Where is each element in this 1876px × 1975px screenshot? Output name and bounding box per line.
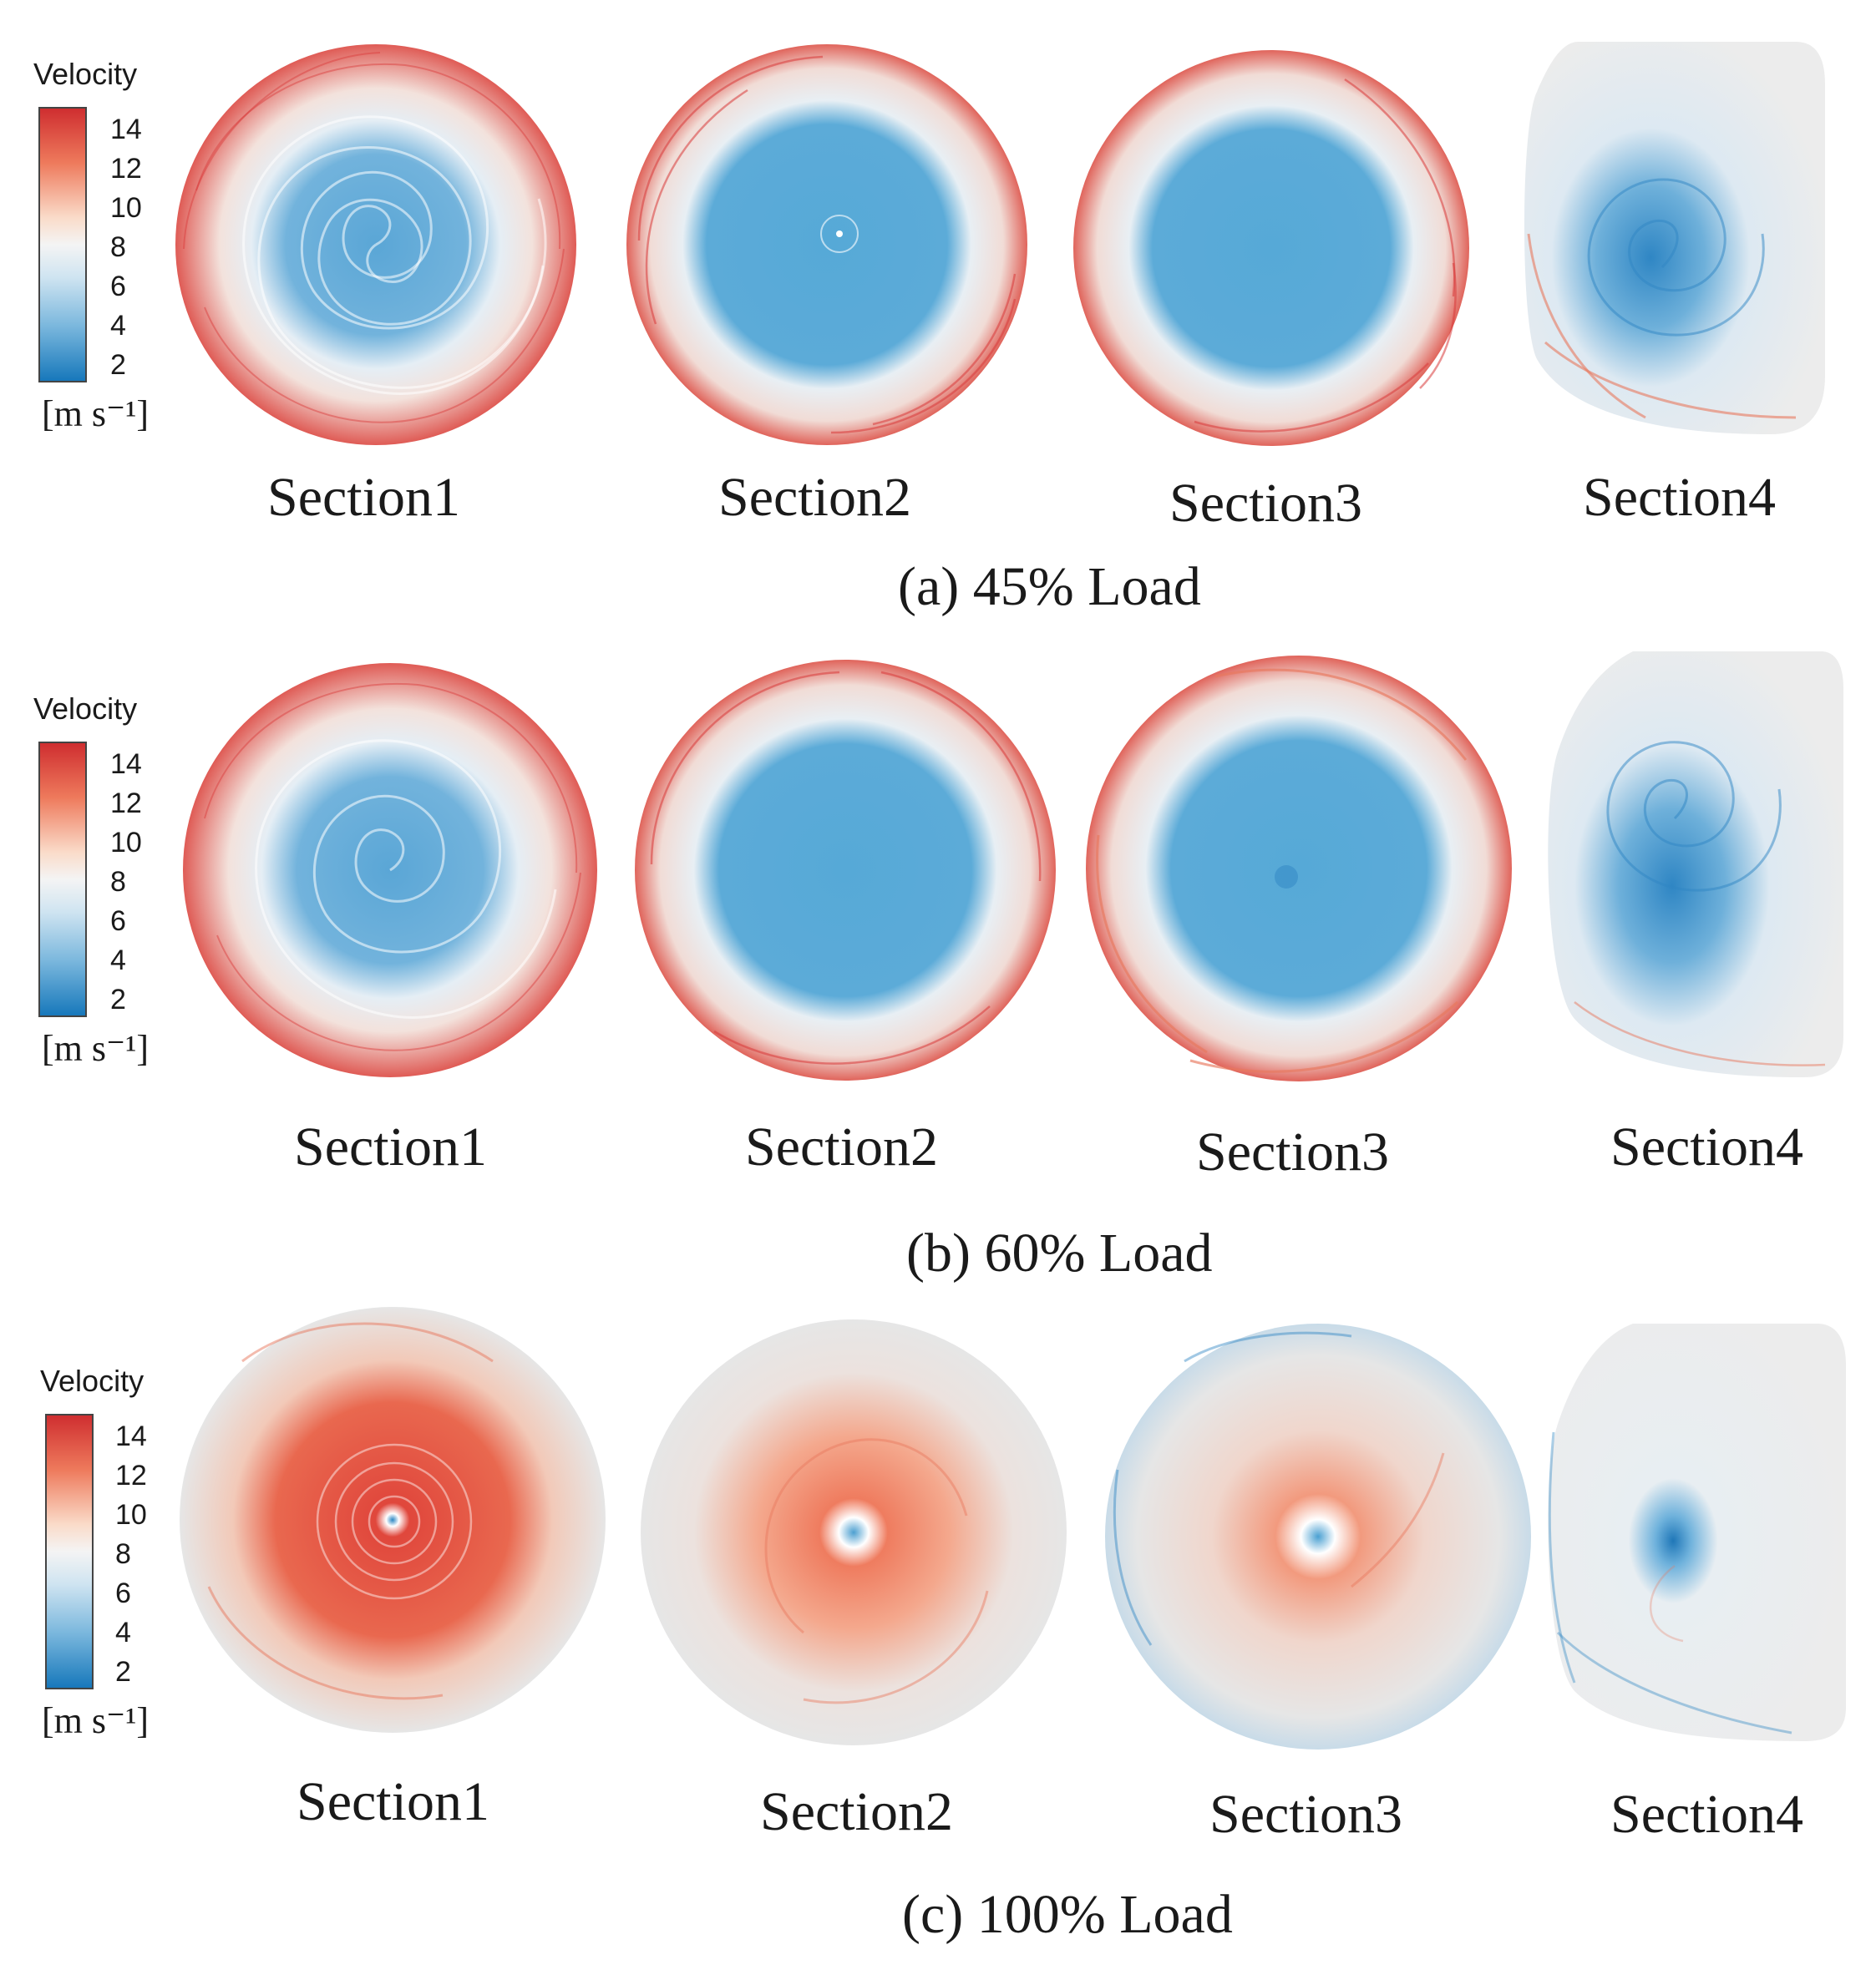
section-label: Section4 — [1610, 1784, 1803, 1845]
panel-c: Velocity 14 12 10 8 6 4 2 [m s⁻¹] Sectio… — [0, 1303, 1876, 1954]
section-label: Section2 — [745, 1117, 938, 1177]
section-label: Section2 — [760, 1781, 953, 1842]
colorbar-scale — [45, 1414, 94, 1689]
section2-streamlines — [626, 44, 1027, 445]
colorbar-tick: 6 — [110, 905, 126, 937]
colorbar-legend: Velocity 14 12 10 8 6 4 2 [m s⁻¹] — [0, 0, 184, 434]
section-label: Section3 — [1209, 1784, 1402, 1845]
section4-streamlines — [1524, 42, 1825, 434]
colorbar-tick: 10 — [110, 827, 142, 858]
section-label: Section1 — [297, 1771, 489, 1832]
colorbar-tick: 8 — [115, 1538, 131, 1570]
colorbar-legend: Velocity 14 12 10 8 6 4 2 [m s⁻¹] — [0, 635, 184, 1069]
colorbar-tick: 6 — [115, 1577, 131, 1609]
colorbar-tick: 2 — [110, 984, 126, 1015]
section4-streamlines — [1548, 651, 1843, 1077]
colorbar-title: Velocity — [33, 57, 138, 91]
panel-a: Velocity 14 12 10 8 6 4 2 [m s⁻¹] Sectio… — [0, 0, 1876, 651]
section1-streamlines — [183, 663, 597, 1077]
section3-streamlines — [1086, 656, 1512, 1081]
section4-streamlines — [1548, 1324, 1846, 1741]
section2-streamlines — [641, 1319, 1067, 1745]
colorbar-tick: 2 — [115, 1656, 131, 1688]
colorbar-unit: [m s⁻¹] — [42, 393, 150, 434]
colorbar-tick: 6 — [110, 271, 126, 302]
colorbar-scale — [38, 742, 87, 1017]
section3-streamlines — [1073, 50, 1469, 446]
colorbar-tick: 4 — [110, 310, 126, 342]
section-label: Section2 — [718, 467, 911, 528]
panel-b: Velocity 14 12 10 8 6 4 2 [m s⁻¹] Sectio… — [0, 651, 1876, 1303]
colorbar-legend: Velocity 14 12 10 8 6 4 2 [m s⁻¹] — [0, 1307, 184, 1741]
section1-streamlines — [175, 44, 576, 445]
section-label: Section1 — [294, 1117, 487, 1177]
colorbar-tick: 12 — [115, 1460, 147, 1491]
panel-caption: (a) 45% Load — [898, 556, 1201, 617]
colorbar-tick: 10 — [110, 192, 142, 224]
colorbar-tick: 14 — [115, 1420, 147, 1452]
colorbar-title: Velocity — [40, 1364, 145, 1398]
colorbar-tick: 8 — [110, 231, 126, 263]
colorbar-tick: 14 — [110, 748, 142, 780]
panel-caption: (c) 100% Load — [902, 1884, 1233, 1945]
section-label: Section4 — [1583, 467, 1776, 528]
section2-streamlines — [635, 660, 1056, 1081]
section-label: Section1 — [267, 467, 460, 528]
colorbar-tick: 4 — [110, 944, 126, 976]
section-label: Section3 — [1169, 473, 1362, 534]
colorbar-scale — [38, 107, 87, 382]
section-label: Section4 — [1610, 1117, 1803, 1177]
colorbar-tick: 10 — [115, 1499, 147, 1531]
section3-streamlines — [1105, 1324, 1531, 1750]
colorbar-tick: 12 — [110, 787, 142, 819]
panel-caption: (b) 60% Load — [906, 1223, 1213, 1284]
colorbar-tick: 14 — [110, 114, 142, 145]
colorbar-tick: 4 — [115, 1617, 131, 1648]
colorbar-unit: [m s⁻¹] — [42, 1028, 150, 1069]
section-label: Section3 — [1196, 1122, 1389, 1182]
colorbar-title: Velocity — [33, 691, 138, 726]
colorbar-tick: 12 — [110, 153, 142, 185]
colorbar-unit: [m s⁻¹] — [42, 1700, 150, 1741]
colorbar-tick: 8 — [110, 866, 126, 898]
colorbar-tick: 2 — [110, 349, 126, 381]
section1-streamlines — [180, 1307, 606, 1733]
